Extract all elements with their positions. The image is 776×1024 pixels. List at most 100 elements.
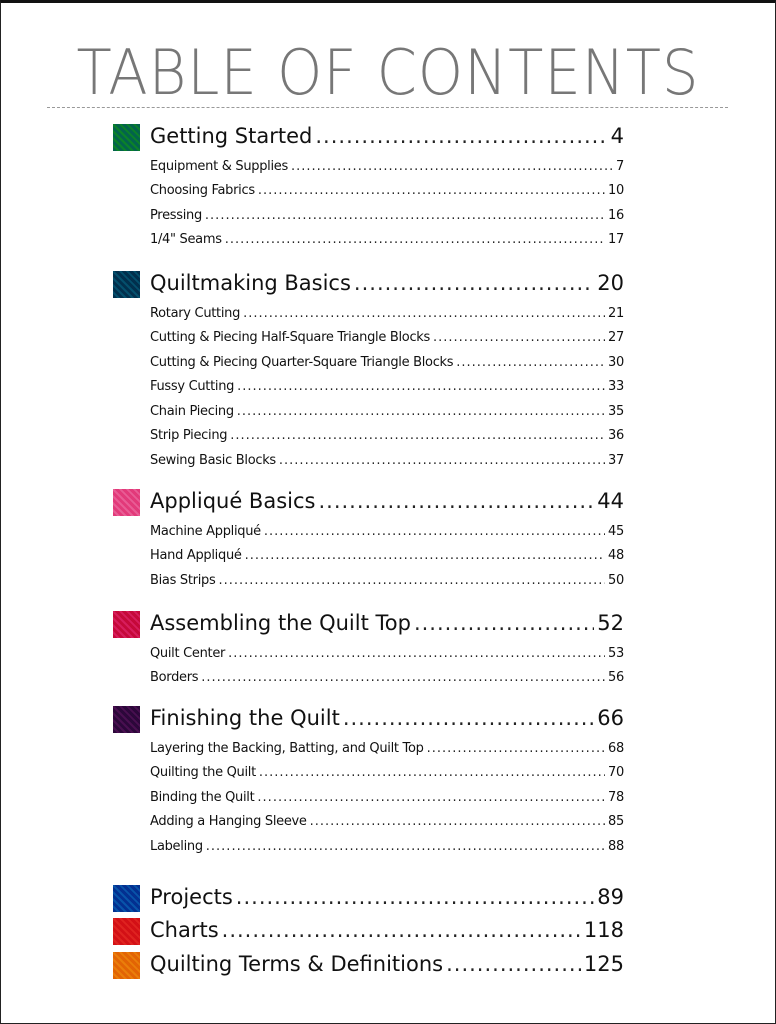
page-number: 21 xyxy=(608,305,624,321)
toc-entry[interactable]: Hand Appliqué 48 xyxy=(113,548,624,563)
fabric-swatch-icon xyxy=(113,952,140,979)
dot-leader xyxy=(201,670,605,685)
dot-leader xyxy=(279,453,605,468)
toc-entry[interactable]: Machine Appliqué 45 xyxy=(113,524,624,539)
entry-title: Choosing Fabrics xyxy=(150,183,255,198)
dot-leader xyxy=(225,232,605,247)
entry-title: Pressing xyxy=(150,207,202,223)
entry-title: Quilt Center xyxy=(150,645,226,661)
page-number: 78 xyxy=(608,789,624,805)
toc-section[interactable]: Getting Started 4 xyxy=(113,124,624,154)
dot-leader xyxy=(456,355,605,370)
toc-entry[interactable]: Strip Piecing 36 xyxy=(113,428,624,443)
dot-leader xyxy=(228,646,605,661)
fabric-swatch-icon xyxy=(113,124,140,151)
entry-title: Assembling the Quilt Top xyxy=(150,611,411,635)
page-number: 89 xyxy=(597,885,624,909)
page-number: 50 xyxy=(608,572,624,588)
page-number: 53 xyxy=(608,645,624,661)
entry-title: Quilting Terms & Definitions xyxy=(150,952,444,976)
entry-title: Strip Piecing xyxy=(150,428,228,443)
page-number: 7 xyxy=(616,158,624,174)
page-number: 10 xyxy=(608,183,624,198)
toc-entry[interactable]: Quilt Center 53 xyxy=(113,646,624,661)
dot-leader xyxy=(237,404,605,419)
entry-title: Cutting & Piecing Quarter-Square Triangl… xyxy=(150,354,454,370)
entry-title: Binding the Quilt xyxy=(150,789,255,805)
toc-entry[interactable]: Binding the Quilt 78 xyxy=(113,790,624,805)
page-number: 37 xyxy=(608,452,624,468)
toc-entry[interactable]: Fussy Cutting 33 xyxy=(113,379,624,394)
toc-entry[interactable]: Labeling 88 xyxy=(113,839,624,854)
toc-entry[interactable]: Bias Strips 50 xyxy=(113,573,624,588)
toc-section[interactable]: Projects 89 xyxy=(113,885,624,915)
toc-section[interactable]: Appliqué Basics 44 xyxy=(113,489,624,519)
page-number: 56 xyxy=(608,670,624,685)
toc-entry[interactable]: Cutting & Piecing Quarter-Square Triangl… xyxy=(113,355,624,370)
page-number: 68 xyxy=(608,740,624,756)
dot-leader xyxy=(318,489,594,513)
toc-section[interactable]: Quilting Terms & Definitions 125 xyxy=(113,952,624,982)
entry-title: Getting Started xyxy=(150,124,313,148)
dot-leader xyxy=(222,918,581,942)
entry-title: Bias Strips xyxy=(150,572,216,588)
entry-title: Labeling xyxy=(150,838,203,854)
fabric-swatch-icon xyxy=(113,706,140,733)
dot-leader xyxy=(218,573,605,588)
entry-title: Adding a Hanging Sleeve xyxy=(150,814,307,829)
page-number: 27 xyxy=(608,330,624,345)
page-number: 44 xyxy=(597,489,624,513)
toc-entry[interactable]: Quilting the Quilt 70 xyxy=(113,765,624,780)
page-number: 85 xyxy=(608,814,624,829)
fabric-swatch-icon xyxy=(113,271,140,298)
toc-section[interactable]: Finishing the Quilt 66 xyxy=(113,706,624,736)
toc-entry[interactable]: Chain Piecing 35 xyxy=(113,404,624,419)
dot-leader xyxy=(245,548,605,563)
toc-entry[interactable]: Cutting & Piecing Half-Square Triangle B… xyxy=(113,330,624,345)
toc-entry[interactable]: Borders 56 xyxy=(113,670,624,685)
entry-title: Rotary Cutting xyxy=(150,305,241,321)
page-number: 30 xyxy=(608,354,624,370)
toc-section[interactable]: Charts 118 xyxy=(113,918,624,948)
page-number: 52 xyxy=(597,611,624,635)
dot-leader xyxy=(291,159,613,174)
entry-title: Quilting the Quilt xyxy=(150,765,256,780)
toc-entry[interactable]: Choosing Fabrics 10 xyxy=(113,183,624,198)
dot-leader xyxy=(206,839,605,854)
dot-leader xyxy=(315,124,607,148)
entry-title: Projects xyxy=(150,885,233,909)
toc-entry[interactable]: Equipment & Supplies 7 xyxy=(113,159,624,174)
page-number: 36 xyxy=(608,428,624,443)
entry-title: Finishing the Quilt xyxy=(150,706,340,730)
toc-entry[interactable]: Adding a Hanging Sleeve 85 xyxy=(113,814,624,829)
page-number: 66 xyxy=(597,706,624,730)
page-number: 20 xyxy=(597,271,624,295)
dashed-divider xyxy=(47,107,728,108)
toc-entry[interactable]: Layering the Backing, Batting, and Quilt… xyxy=(113,741,624,756)
toc-entry[interactable]: Rotary Cutting 21 xyxy=(113,306,624,321)
fabric-swatch-icon xyxy=(113,918,140,945)
entry-title: Layering the Backing, Batting, and Quilt… xyxy=(150,740,424,756)
page-number: 4 xyxy=(610,124,624,148)
dot-leader xyxy=(230,428,605,443)
page-number: 70 xyxy=(608,765,624,780)
page-number: 48 xyxy=(608,548,624,563)
toc-entry[interactable]: Pressing 16 xyxy=(113,208,624,223)
toc-section[interactable]: Assembling the Quilt Top 52 xyxy=(113,611,624,641)
dot-leader xyxy=(343,706,594,730)
dot-leader xyxy=(259,765,605,780)
entry-title: Equipment & Supplies xyxy=(150,158,288,174)
page-number: 17 xyxy=(608,232,624,247)
dot-leader xyxy=(258,183,605,198)
toc-entry[interactable]: 1/4" Seams 17 xyxy=(113,232,624,247)
page-number: 33 xyxy=(608,379,624,394)
dot-leader xyxy=(414,611,594,635)
toc-entry[interactable]: Sewing Basic Blocks 37 xyxy=(113,453,624,468)
page-number: 125 xyxy=(583,952,624,976)
fabric-swatch-icon xyxy=(113,885,140,912)
dot-leader xyxy=(237,379,605,394)
toc-section[interactable]: Quiltmaking Basics 20 xyxy=(113,271,624,301)
entry-title: Cutting & Piecing Half-Square Triangle B… xyxy=(150,330,430,345)
dot-leader xyxy=(257,790,605,805)
entry-title: Hand Appliqué xyxy=(150,548,242,563)
